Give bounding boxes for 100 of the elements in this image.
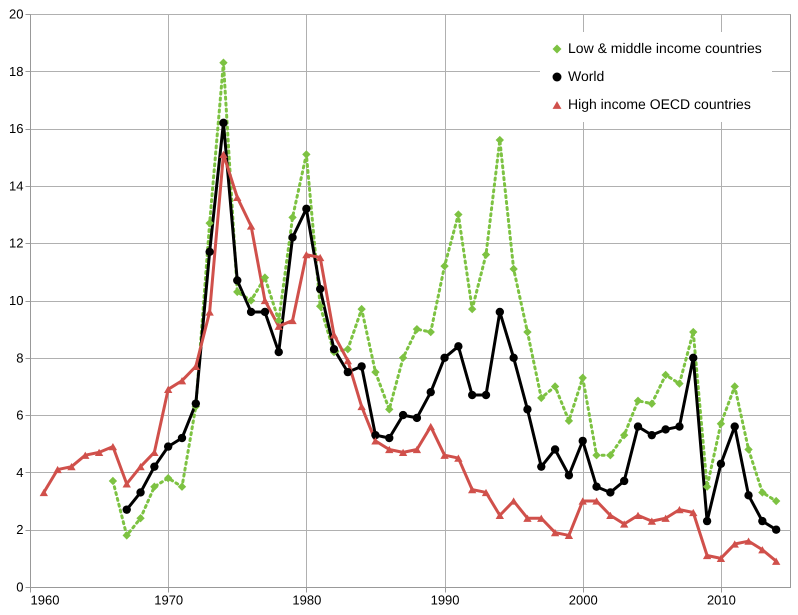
point: [523, 405, 532, 414]
point: [426, 388, 435, 396]
point: [758, 516, 767, 526]
point: [344, 368, 352, 376]
point: [260, 273, 270, 282]
y-tick-label: 14: [9, 178, 24, 194]
x-tick-label: 1970: [154, 592, 184, 608]
point: [316, 254, 324, 262]
point: [537, 394, 546, 402]
point: [496, 308, 504, 316]
point: [716, 420, 726, 428]
point: [592, 482, 601, 491]
point: [550, 445, 560, 454]
x-tick-label: 1980: [292, 592, 322, 608]
y-tick-label: 8: [16, 350, 24, 366]
point: [205, 248, 214, 256]
x-tick-label: 1990: [430, 592, 460, 608]
point: [316, 284, 324, 294]
point: [523, 328, 532, 336]
point: [578, 497, 587, 505]
point: [454, 342, 463, 351]
point: [246, 222, 256, 230]
point: [744, 445, 753, 454]
point: [398, 354, 408, 362]
y-tick-label: 10: [9, 293, 24, 308]
point: [550, 382, 560, 391]
point: [122, 505, 131, 514]
x-tick-label: 1960: [30, 592, 60, 608]
point: [730, 382, 739, 391]
point: [330, 345, 338, 354]
point: [661, 514, 670, 522]
point: [661, 425, 670, 434]
point: [454, 210, 463, 219]
point: [412, 324, 422, 334]
point: [136, 514, 145, 522]
point: [398, 448, 408, 456]
point: [468, 486, 476, 494]
point: [219, 118, 228, 128]
point: [509, 354, 518, 362]
point: [744, 538, 753, 545]
point: [288, 213, 297, 222]
point: [564, 416, 574, 426]
point: [648, 430, 656, 440]
point: [550, 528, 560, 536]
point: [772, 558, 780, 565]
point: [246, 308, 256, 316]
point: [620, 520, 628, 528]
legend-label: High income OECD countries: [568, 96, 751, 112]
point: [150, 482, 159, 491]
point: [164, 386, 172, 393]
point: [344, 357, 352, 364]
point: [716, 554, 726, 562]
point: [716, 460, 726, 468]
point: [496, 512, 504, 519]
point: [523, 514, 532, 522]
point: [620, 430, 628, 440]
point: [634, 422, 642, 431]
point: [316, 302, 324, 310]
point: [274, 322, 283, 330]
point: [385, 446, 394, 454]
point: [661, 370, 670, 380]
y-tick-label: 6: [16, 408, 24, 423]
point: [274, 348, 283, 356]
point: [758, 488, 767, 497]
point: [288, 233, 297, 242]
point: [440, 262, 449, 270]
point: [675, 379, 684, 388]
point: [219, 150, 228, 158]
point: [730, 422, 739, 431]
point: [772, 496, 780, 506]
point: [578, 374, 587, 382]
point: [468, 390, 476, 400]
point: [164, 474, 172, 482]
point: [53, 466, 62, 474]
point: [94, 448, 104, 456]
point: [302, 150, 311, 159]
point: [122, 531, 131, 540]
point: [371, 430, 380, 440]
point: [136, 463, 145, 470]
point: [178, 377, 186, 384]
point: [412, 414, 422, 422]
y-tick-label: 4: [16, 464, 24, 480]
point: [302, 204, 311, 213]
point: [482, 488, 490, 496]
point: [564, 471, 574, 480]
point: [302, 251, 311, 258]
point: [772, 526, 780, 534]
point: [357, 362, 366, 371]
point: [398, 410, 408, 420]
point: [675, 422, 684, 431]
point: [468, 304, 476, 314]
y-tick-label: 12: [9, 236, 24, 251]
point: [357, 402, 366, 410]
x-tick-label: 2010: [706, 592, 736, 608]
point: [454, 454, 463, 462]
point: [426, 328, 435, 336]
legend-label: World: [568, 68, 604, 84]
point: [440, 354, 449, 362]
point: [564, 532, 574, 540]
point: [178, 482, 186, 491]
